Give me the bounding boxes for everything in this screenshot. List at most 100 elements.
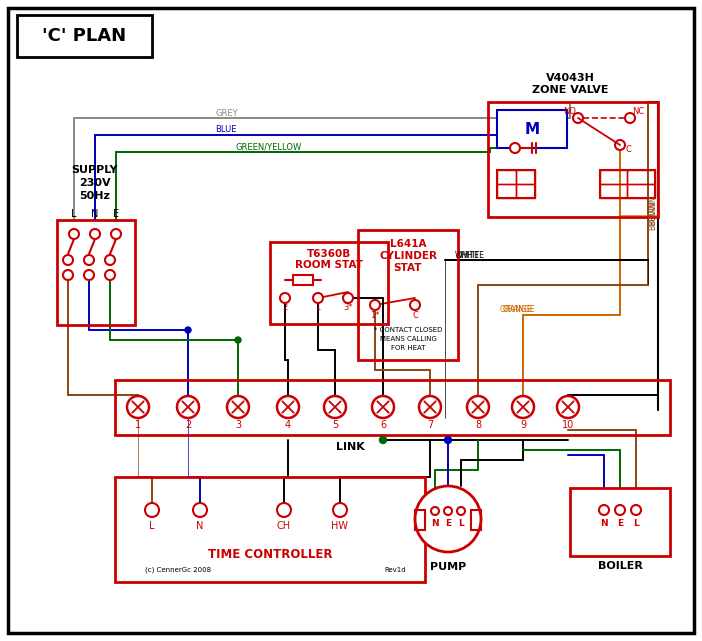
- Circle shape: [324, 396, 346, 418]
- Text: FOR HEAT: FOR HEAT: [391, 345, 425, 351]
- Circle shape: [431, 507, 439, 515]
- Text: HW: HW: [331, 521, 348, 531]
- Text: LINK: LINK: [336, 442, 364, 452]
- Bar: [497, 110, 567, 148]
- Text: 10: 10: [562, 420, 574, 430]
- Text: BLUE: BLUE: [215, 126, 237, 135]
- Text: (c) CennerGc 2008: (c) CennerGc 2008: [145, 567, 211, 573]
- Text: T6360B: T6360B: [307, 249, 351, 259]
- Circle shape: [185, 327, 191, 333]
- Text: 5: 5: [332, 420, 338, 430]
- Text: CYLINDER: CYLINDER: [379, 251, 437, 261]
- Circle shape: [90, 229, 100, 239]
- Text: STAT: STAT: [394, 263, 422, 273]
- Bar: [627, 184, 655, 198]
- Text: N: N: [431, 519, 439, 528]
- Circle shape: [467, 396, 489, 418]
- Text: L: L: [633, 519, 639, 528]
- Circle shape: [631, 505, 641, 515]
- Text: ROOM STAT: ROOM STAT: [295, 260, 363, 270]
- Circle shape: [415, 486, 481, 552]
- Text: 1: 1: [135, 420, 141, 430]
- Circle shape: [277, 503, 291, 517]
- Bar: [57, 220, 135, 325]
- Circle shape: [615, 140, 625, 150]
- Text: 230V: 230V: [79, 178, 111, 188]
- Text: M: M: [524, 122, 540, 137]
- Bar: [358, 230, 458, 360]
- Text: 4: 4: [285, 420, 291, 430]
- Bar: [600, 184, 627, 198]
- Circle shape: [343, 293, 353, 303]
- Circle shape: [380, 437, 387, 444]
- Circle shape: [333, 503, 347, 517]
- Circle shape: [444, 507, 452, 515]
- Text: 6: 6: [380, 420, 386, 430]
- Circle shape: [69, 229, 79, 239]
- Text: 9: 9: [520, 420, 526, 430]
- Bar: [497, 170, 535, 198]
- Text: 50Hz: 50Hz: [79, 191, 110, 201]
- Text: 3: 3: [235, 420, 241, 430]
- Text: Rev1d: Rev1d: [384, 567, 406, 573]
- Circle shape: [105, 270, 115, 280]
- Circle shape: [444, 437, 451, 444]
- Text: ORANGE: ORANGE: [500, 306, 533, 315]
- Bar: [600, 170, 627, 184]
- Circle shape: [510, 143, 520, 153]
- Bar: [471, 510, 481, 530]
- Bar: [115, 477, 425, 582]
- Text: WHITE: WHITE: [455, 251, 480, 260]
- Circle shape: [127, 396, 149, 418]
- Circle shape: [145, 503, 159, 517]
- Bar: [415, 510, 425, 530]
- Circle shape: [63, 270, 73, 280]
- Circle shape: [557, 396, 579, 418]
- Circle shape: [177, 396, 199, 418]
- Bar: [497, 184, 516, 198]
- Bar: [270, 242, 388, 324]
- Text: ORANGE: ORANGE: [503, 304, 536, 313]
- Text: 2: 2: [185, 420, 191, 430]
- Text: BROWN: BROWN: [649, 196, 658, 225]
- Text: CH: CH: [277, 521, 291, 531]
- Bar: [516, 170, 535, 184]
- Circle shape: [573, 113, 583, 123]
- Text: 8: 8: [475, 420, 481, 430]
- Text: 1: 1: [315, 303, 321, 313]
- Text: L641A: L641A: [390, 239, 426, 249]
- Text: MEANS CALLING: MEANS CALLING: [380, 336, 437, 342]
- Text: E: E: [617, 519, 623, 528]
- Bar: [627, 170, 655, 184]
- Circle shape: [227, 396, 249, 418]
- Bar: [17, 15, 152, 57]
- Text: N: N: [197, 521, 204, 531]
- Text: 2: 2: [282, 303, 288, 313]
- Text: GREEN/YELLOW: GREEN/YELLOW: [235, 142, 301, 151]
- Text: 3*: 3*: [343, 303, 353, 313]
- Circle shape: [625, 113, 635, 123]
- Text: V4043H: V4043H: [545, 73, 595, 83]
- Text: PUMP: PUMP: [430, 562, 466, 572]
- Text: L: L: [71, 209, 77, 219]
- Circle shape: [235, 337, 241, 343]
- Circle shape: [105, 255, 115, 265]
- Text: E: E: [113, 209, 119, 219]
- Text: L: L: [458, 519, 464, 528]
- Circle shape: [277, 396, 299, 418]
- Bar: [516, 184, 535, 198]
- Text: BROWN: BROWN: [649, 200, 658, 230]
- Text: 'C' PLAN: 'C' PLAN: [42, 27, 126, 45]
- Circle shape: [193, 503, 207, 517]
- Bar: [488, 102, 658, 217]
- Circle shape: [63, 255, 73, 265]
- Text: C: C: [412, 310, 418, 319]
- Bar: [570, 488, 670, 556]
- Text: BOILER: BOILER: [597, 561, 642, 571]
- Text: GREY: GREY: [215, 108, 237, 117]
- Circle shape: [615, 505, 625, 515]
- Circle shape: [419, 396, 441, 418]
- Text: WHITE: WHITE: [460, 251, 485, 260]
- Circle shape: [111, 229, 121, 239]
- Text: N: N: [600, 519, 608, 528]
